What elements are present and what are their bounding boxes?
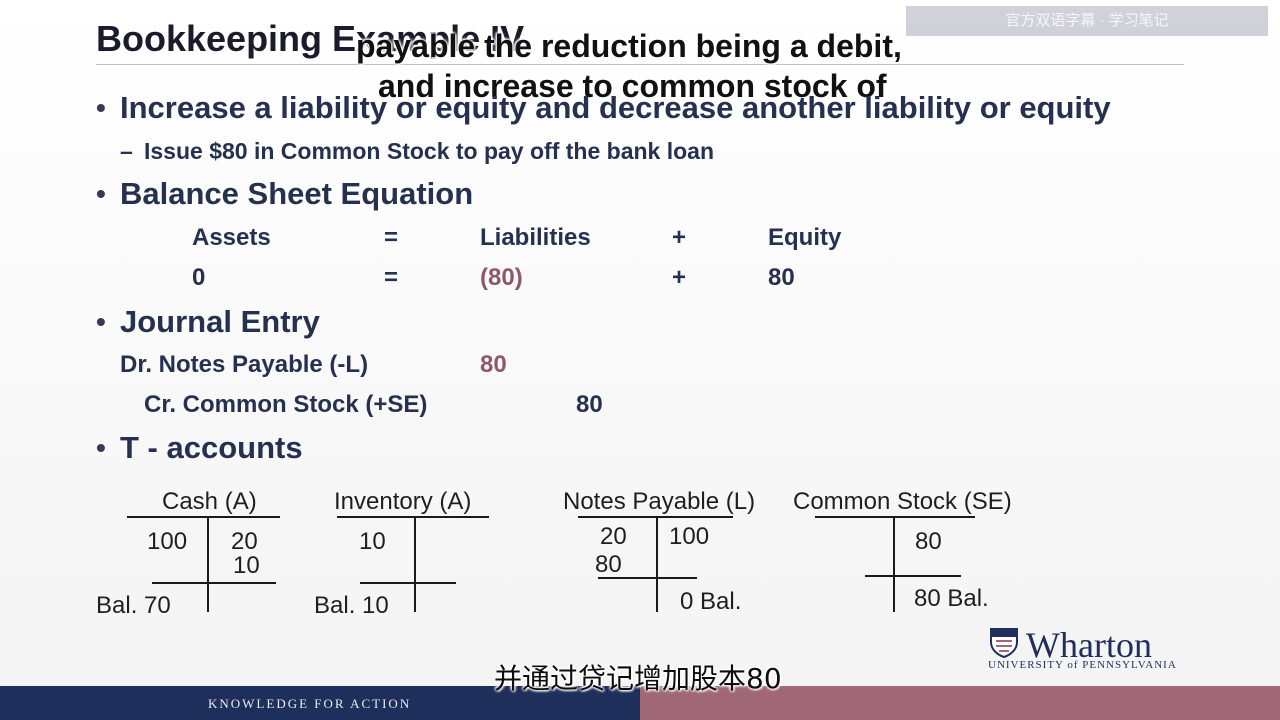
wharton-logo-name: Wharton: [1026, 625, 1152, 665]
t-account-balance-line: [865, 575, 961, 577]
t-account-balance-line: [152, 582, 276, 584]
journal-credit-amount: 80: [576, 391, 603, 418]
t-account-title: Cash (A): [162, 488, 257, 515]
watermark: 官方双语字幕 · 学习笔记: [906, 6, 1268, 36]
subtitle-line-1: payable the reduction being a debit,: [356, 28, 902, 64]
t-account-debit: 20: [600, 523, 627, 550]
t-account-balance-line: [598, 577, 697, 579]
t-account-credit: 80: [915, 528, 942, 555]
t-account-balance: Bal. 70: [96, 592, 171, 619]
sub-bullet-issue-stock: Issue $80 in Common Stock to pay off the…: [144, 138, 714, 164]
t-account-credit: 10: [233, 552, 260, 579]
t-account-top-line: [127, 516, 280, 518]
footer-bar-right: [640, 686, 1280, 720]
t-account-title: Notes Payable (L): [563, 488, 756, 515]
bullet-dot: •: [96, 178, 106, 209]
eq-value-equity: 80: [768, 264, 795, 291]
t-account-divider: [656, 516, 658, 612]
footer-bar-left: [0, 686, 640, 720]
title-divider: [96, 64, 1184, 65]
eq-value-plus: +: [672, 264, 687, 291]
t-account-divider: [207, 516, 209, 612]
journal-debit-label: Dr. Notes Payable (-L): [120, 351, 369, 378]
eq-value-liabilities: (80): [480, 264, 523, 291]
footer-tagline: KNOWLEDGE FOR ACTION: [208, 696, 412, 711]
subtitle-line-2: and increase to common stock of: [378, 68, 887, 104]
t-account-balance: 0 Bal.: [680, 588, 742, 615]
slide-title: Bookkeeping Example IV: [96, 18, 525, 59]
bullet-dot: •: [96, 306, 106, 337]
t-account-title: Common Stock (SE): [793, 488, 1012, 515]
bullet-liability-equity: Increase a liability or equity and decre…: [120, 90, 1111, 125]
bullet-dot: •: [96, 92, 106, 123]
t-account-balance: 80 Bal.: [914, 585, 989, 612]
t-account-top-line: [337, 516, 489, 518]
bullet-journal-entry: Journal Entry: [120, 304, 320, 339]
eq-header-assets: Assets: [192, 224, 271, 251]
bullet-balance-sheet: Balance Sheet Equation: [120, 176, 474, 211]
eq-header-liabilities: Liabilities: [480, 224, 591, 251]
journal-credit-label: Cr. Common Stock (+SE): [144, 391, 428, 418]
t-account-divider: [893, 516, 895, 612]
bullet-t-accounts: T - accounts: [120, 430, 303, 465]
chinese-subtitle: 并通过贷记增加股本80: [494, 662, 782, 695]
eq-value-equals: =: [384, 264, 399, 291]
t-account-debit: 100: [147, 528, 188, 555]
journal-debit-amount: 80: [480, 351, 507, 378]
t-account-balance: Bal. 10: [314, 592, 389, 619]
t-account-divider: [414, 516, 416, 612]
t-account-credit: 100: [669, 523, 710, 550]
t-account-top-line: [578, 516, 733, 518]
wharton-logo-sub: UNIVERSITY of PENNSYLVANIA: [988, 659, 1177, 671]
sub-bullet-dash: –: [120, 138, 133, 164]
t-account-title: Inventory (A): [334, 488, 472, 515]
wharton-shield-icon: [990, 628, 1018, 659]
t-account-debit-highlight: 80: [595, 551, 622, 578]
eq-value-assets: 0: [192, 264, 206, 291]
eq-header-equity: Equity: [768, 224, 842, 251]
t-account-credit: 20: [231, 528, 258, 555]
t-account-top-line: [815, 516, 975, 518]
eq-header-plus: +: [672, 224, 687, 251]
eq-header-equals: =: [384, 224, 399, 251]
t-account-balance-line: [360, 582, 456, 584]
bullet-dot: •: [96, 432, 106, 463]
t-account-debit: 10: [359, 528, 386, 555]
